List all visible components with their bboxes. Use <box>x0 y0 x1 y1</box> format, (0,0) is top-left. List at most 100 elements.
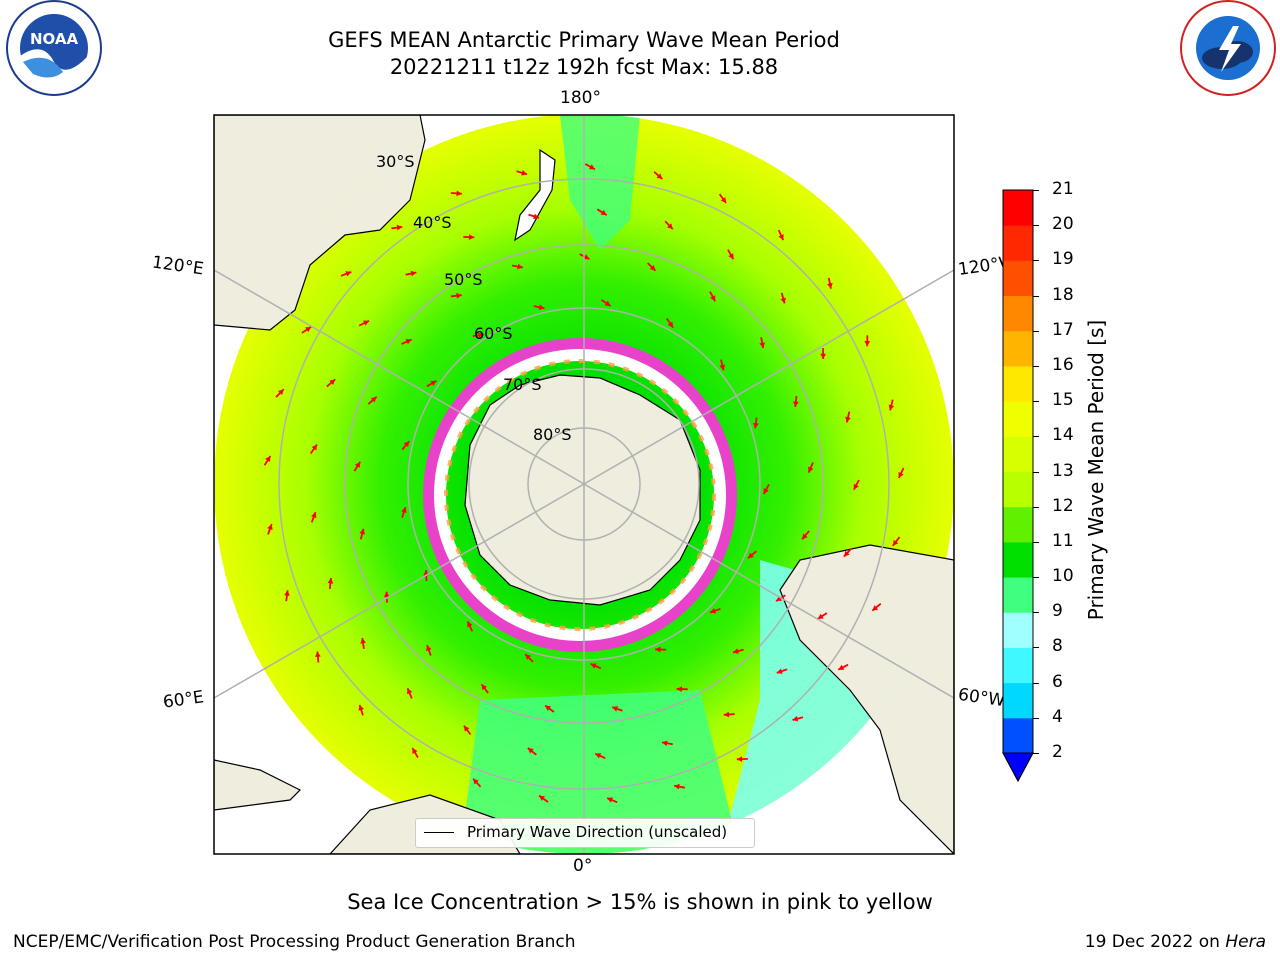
wave-direction-arrowhead <box>827 282 833 289</box>
wave-direction-arrowhead <box>521 170 528 176</box>
wave-direction-arrowhead <box>314 651 321 658</box>
wave-direction-arrowhead <box>545 705 552 711</box>
wave-direction-arrowhead <box>403 441 410 448</box>
colorbar-tick-mark <box>1033 401 1039 403</box>
wave-direction-arrowhead <box>473 778 479 785</box>
colorbar-frame <box>1002 189 1034 783</box>
lat-label-40s: 40°S <box>413 213 452 232</box>
wave-direction-arrowhead <box>667 321 674 328</box>
wave-direction-arrowhead <box>667 223 673 230</box>
colorbar-tick-label: 4 <box>1052 706 1063 727</box>
legend-line-sample <box>424 832 454 833</box>
wave-direction-arrowhead <box>327 578 334 584</box>
colorbar-segment <box>1003 260 1033 297</box>
colorbar-segment <box>1003 577 1033 613</box>
wave-direction-arrowhead <box>732 648 739 654</box>
colorbar-tick-label: 21 <box>1052 179 1074 199</box>
colorbar-segment <box>1003 682 1033 719</box>
lat-label-30s: 30°S <box>376 152 415 171</box>
noaa-logo-text: NOAA <box>30 30 79 48</box>
short-period-region-pacific <box>560 115 640 250</box>
colorbar-tick-label: 12 <box>1052 495 1074 516</box>
wave-direction-arrowhead <box>612 706 619 712</box>
wave-direction-arrowhead <box>329 379 336 385</box>
colorbar-segment <box>1003 330 1033 367</box>
wave-direction-arrowhead <box>728 253 734 260</box>
colorbar <box>1002 189 1034 783</box>
wave-direction-arrowhead <box>525 654 531 660</box>
colorbar-tick-label: 16 <box>1052 354 1074 375</box>
wave-direction-arrowhead <box>311 512 317 519</box>
chart-title: GEFS MEAN Antarctic Primary Wave Mean Pe… <box>328 28 840 52</box>
colorbar-tick-mark <box>1033 295 1039 297</box>
map-legend: Primary Wave Direction (unscaled) <box>415 818 755 848</box>
wave-direction-arrowhead <box>808 466 814 473</box>
colorbar-tick-label: 19 <box>1052 249 1074 270</box>
wave-direction-arrowhead <box>649 264 656 271</box>
wave-direction-arrowhead <box>736 756 743 762</box>
wave-direction-arrowhead <box>370 396 377 403</box>
wave-direction-arrowhead <box>898 471 904 478</box>
noaa-logo: NOAA <box>3 0 105 100</box>
wave-direction-arrowhead <box>383 591 390 598</box>
colorbar-tick-label: 10 <box>1052 566 1074 587</box>
legend-label: Primary Wave Direction (unscaled) <box>467 823 728 841</box>
wave-direction-arrowhead <box>533 213 540 220</box>
colorbar-tick-label: 2 <box>1052 742 1063 762</box>
sea-ice-caption: Sea Ice Concentration > 15% is shown in … <box>347 890 933 914</box>
wave-direction-arrowhead <box>838 664 845 670</box>
wave-direction-arrowhead <box>267 524 273 530</box>
colorbar-segment <box>1003 717 1033 754</box>
wave-direction-arrowhead <box>588 164 595 170</box>
wave-direction-arrowhead <box>763 488 769 495</box>
colorbar-tick-label: 17 <box>1052 319 1074 340</box>
wave-direction-arrowhead <box>517 263 523 270</box>
colorbar-segment <box>1003 225 1033 261</box>
wave-direction-arrowhead <box>396 224 403 231</box>
colorbar-tick-label: 18 <box>1052 284 1074 305</box>
colorbar-segment <box>1003 612 1033 648</box>
wave-direction-arrowhead <box>410 270 417 277</box>
footer-machine: Hera <box>1225 932 1266 952</box>
wave-direction-arrowhead <box>406 688 413 695</box>
colorbar-segment <box>1003 647 1033 684</box>
lat-label-70s: 70°S <box>503 375 542 394</box>
colorbar-tick-mark <box>1033 260 1039 262</box>
colorbar-tick-mark <box>1033 541 1039 543</box>
lat-label-50s: 50°S <box>444 270 483 289</box>
wave-direction-arrowhead <box>661 740 668 747</box>
colorbar-segment <box>1003 471 1033 508</box>
footer-branch: NCEP/EMC/Verification Post Processing Pr… <box>13 932 576 952</box>
wave-direction-arrowhead <box>430 380 437 386</box>
wave-direction-arrowhead <box>776 595 783 602</box>
wave-direction-arrowhead <box>463 725 470 732</box>
wave-direction-arrowhead <box>674 783 680 790</box>
colorbar-tick-mark <box>1033 190 1039 191</box>
wave-direction-arrowhead <box>478 332 484 339</box>
colorbar-tick-mark <box>1033 330 1039 332</box>
colorbar-tick-label: 6 <box>1052 671 1063 692</box>
new-zealand-land <box>514 148 556 242</box>
wave-direction-arrowhead <box>595 753 602 759</box>
colorbar-segment <box>1003 365 1033 402</box>
wave-direction-arrowhead <box>305 326 312 333</box>
nws-logo <box>1177 0 1279 100</box>
colorbar-segment <box>1003 436 1033 472</box>
wave-direction-arrowhead <box>780 297 786 304</box>
colorbar-tick-mark <box>1033 471 1039 473</box>
colorbar-tick-mark <box>1033 717 1039 719</box>
colorbar-ticks: 2 4 6 8 9 10 11 12 13 14 15 16 17 18 19 20 21 <box>1033 0 1096 960</box>
wave-direction-arrowhead <box>817 613 824 620</box>
wave-direction-arrowhead <box>853 483 859 490</box>
colorbar-tick-label: 8 <box>1052 636 1063 657</box>
short-period-region-south <box>460 690 740 854</box>
wave-direction-arrowhead <box>538 304 545 311</box>
wave-direction-arrowhead <box>656 173 663 180</box>
wave-direction-arrowhead <box>892 539 899 546</box>
colorbar-tick-mark <box>1033 612 1039 614</box>
wave-direction-arrowhead <box>359 528 366 535</box>
colorbar-tick-label: 11 <box>1052 530 1074 551</box>
wave-direction-arrowhead <box>363 320 370 326</box>
colorbar-tick-label: 14 <box>1052 425 1074 446</box>
wave-direction-arrowhead <box>604 300 611 306</box>
